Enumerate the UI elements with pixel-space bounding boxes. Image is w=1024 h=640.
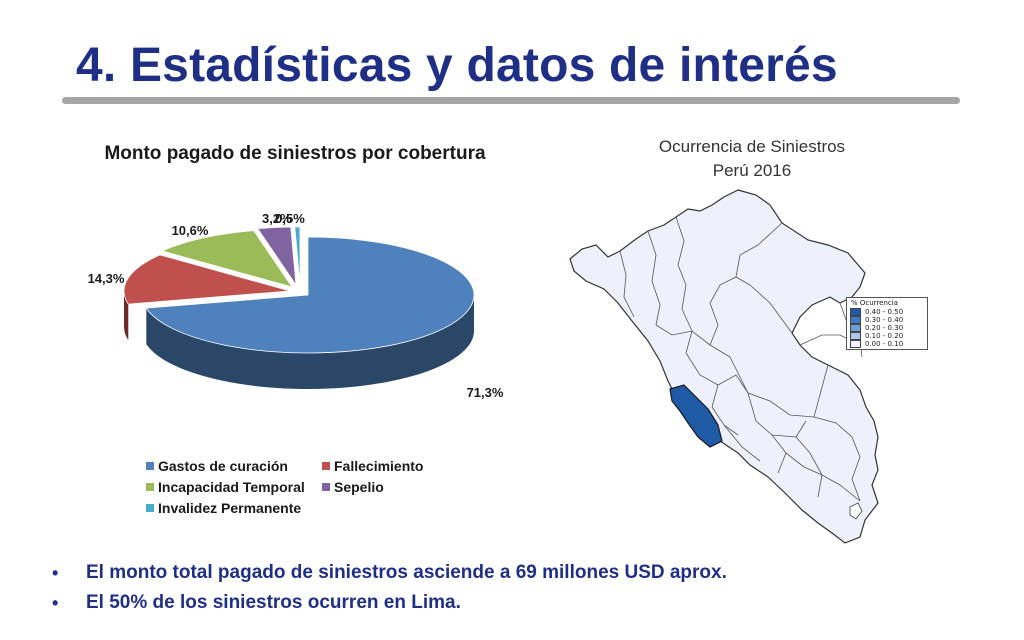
legend-swatch [322,483,330,491]
pie-slice-side [146,295,474,389]
map-legend-row: 0.10 - 0.20 [850,332,903,340]
peru-country-shape [569,189,879,544]
map-legend-row: 0.20 - 0.30 [850,324,903,332]
map-legend-swatch [850,316,861,324]
map-legend-row: 0.40 - 0.50 [850,308,903,316]
slide-title: 4. Estadísticas y datos de interés [76,39,838,92]
map-legend-label: 0.10 - 0.20 [865,332,904,340]
legend-label: Fallecimiento [334,458,424,474]
pie-slice-side [124,291,129,341]
legend-label: Gastos de curación [158,458,288,474]
chart-title: Monto pagado de siniestros por cobertura [104,143,486,164]
map-legend-row: 0.30 - 0.40 [850,316,903,324]
pie-slice-incapacidad-temporal [160,230,293,288]
map-legend-swatch [850,308,861,316]
pie-data-label: 0,5% [275,211,305,226]
pie-slice-gastos-de-curaci-n [145,236,475,354]
pie-data-label: 71,3% [467,385,504,400]
legend-item-incapacidad: Incapacidad Temporal [146,479,305,495]
pie-data-label: 3,2% [262,211,292,226]
pie-slice-invalidez-permanente [294,226,301,286]
map-title: Ocurrencia de Siniestros Perú 2016 [622,135,882,183]
map-legend-label: 0.40 - 0.50 [865,308,904,316]
map-legend: % Ocurrencia 0.40 - 0.50 0.30 - 0.40 0.2… [846,297,928,350]
legend-item-gastos: Gastos de curación [146,458,288,474]
map-legend-label: 0.30 - 0.40 [865,316,904,324]
bullet-text: El 50% de los siniestros ocurren en Lima… [86,592,461,613]
bullet-marker: • [52,562,59,583]
map-legend-label: 0.00 - 0.10 [865,340,904,348]
map-legend-swatch [850,332,861,340]
title-underline [62,97,960,104]
pie-data-label: 10,6% [172,223,209,238]
bullet-item: • El 50% de los siniestros ocurren en Li… [52,588,727,618]
pie-slice-sepelio [257,226,297,287]
legend-swatch [146,483,154,491]
legend-item-sepelio: Sepelio [322,479,384,495]
legend-swatch [146,504,154,512]
pie-chart: 71,3% 14,3% 10,6% 3,2%0,5% [88,211,504,400]
bullet-marker: • [52,592,59,613]
peru-map [569,189,879,544]
legend-item-fallecimiento: Fallecimiento [322,458,423,474]
legend-label: Invalidez Permanente [158,500,302,516]
legend-label: Sepelio [334,479,384,495]
map-title-line2: Perú 2016 [712,161,792,180]
map-legend-header: % Ocurrencia [851,299,898,307]
legend-item-invalidez: Invalidez Permanente [146,500,301,516]
map-title-line1: Ocurrencia de Siniestros [658,137,846,156]
legend-swatch [322,462,330,470]
bullet-list: • El monto total pagado de siniestros as… [52,558,727,618]
map-legend-row: 0.00 - 0.10 [850,340,903,348]
map-legend-label: 0.20 - 0.30 [865,324,904,332]
bullet-item: • El monto total pagado de siniestros as… [52,558,727,588]
legend-label: Incapacidad Temporal [158,479,305,495]
map-legend-swatch [850,340,861,348]
legend-swatch [146,462,154,470]
pie-slice-fallecimiento [123,254,291,305]
lake-titicaca [849,502,863,520]
lima-region [669,384,723,448]
bullet-text: El monto total pagado de siniestros asci… [86,562,727,583]
pie-data-label: 14,3% [88,271,125,286]
map-legend-swatch [850,324,861,332]
department-borders [619,216,863,502]
